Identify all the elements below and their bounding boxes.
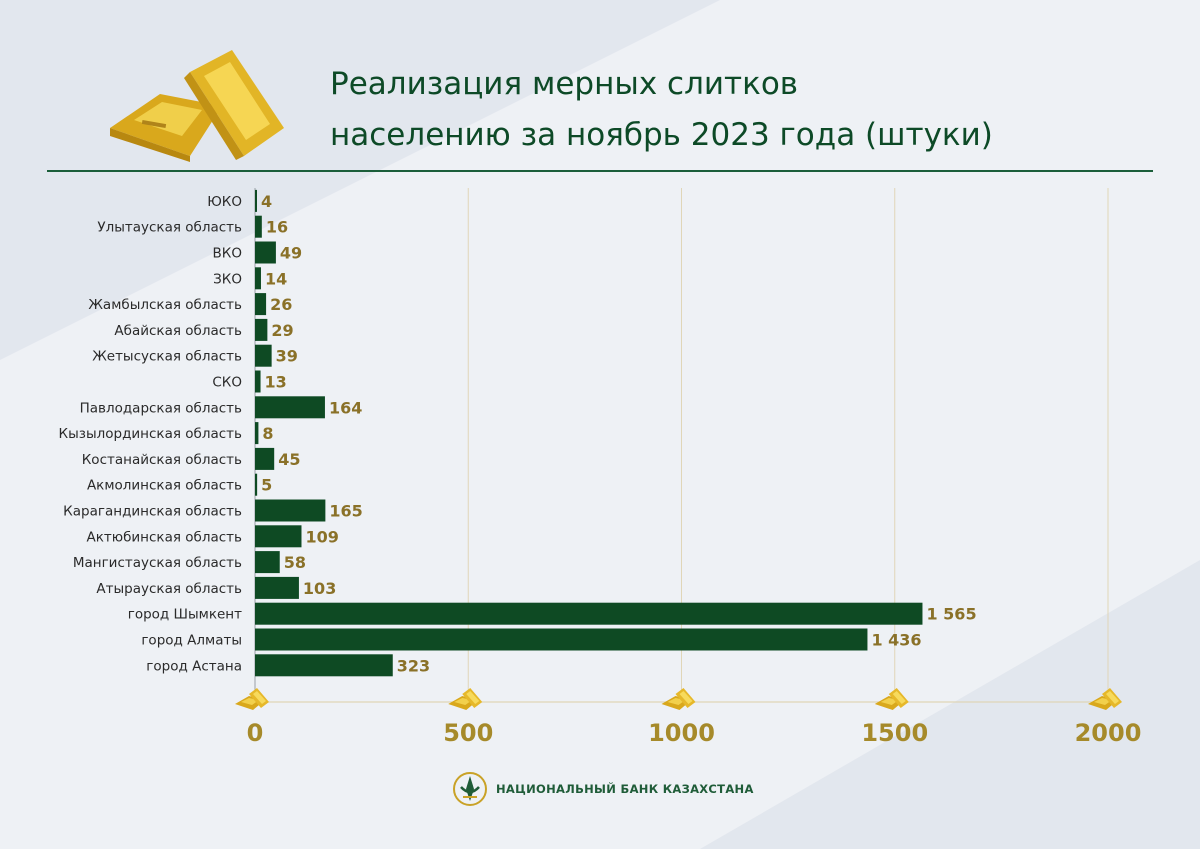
value-label: 8 <box>262 424 273 443</box>
x-tick-label: 0 <box>247 719 264 747</box>
bar <box>255 499 326 522</box>
gold-bar-icon <box>874 688 909 710</box>
gold-bars-icon <box>110 50 284 162</box>
category-label: Абайская область <box>114 323 242 339</box>
value-label: 5 <box>261 476 272 495</box>
footer-bank-name: НАЦИОНАЛЬНЫЙ БАНК КАЗАХСТАНА <box>496 782 754 796</box>
bar <box>255 267 261 290</box>
bar <box>255 551 280 574</box>
x-tick-label: 1000 <box>648 719 715 747</box>
bar <box>255 189 257 212</box>
category-label: Павлодарская область <box>80 400 242 416</box>
gold-bar-icon <box>661 688 696 710</box>
bar <box>255 447 275 470</box>
value-label: 164 <box>329 398 362 417</box>
x-tick-label: 2000 <box>1075 719 1142 747</box>
value-label: 165 <box>329 502 362 521</box>
gold-bar-icon <box>448 688 483 710</box>
bar <box>255 370 261 393</box>
category-label: город Шымкент <box>128 607 242 623</box>
value-label: 58 <box>284 553 306 572</box>
bar <box>255 344 272 367</box>
category-label: Жамбылская область <box>88 297 242 313</box>
category-label: город Астана <box>146 658 242 674</box>
value-label: 1 565 <box>926 605 976 624</box>
value-label: 26 <box>270 295 292 314</box>
value-label: 1 436 <box>871 631 921 650</box>
title-line-2: населению за ноябрь 2023 года (штуки) <box>330 117 993 153</box>
category-label: Акмолинская область <box>87 478 242 494</box>
category-label: СКО <box>212 375 242 391</box>
value-label: 45 <box>278 450 300 469</box>
value-label: 16 <box>266 218 288 237</box>
bar <box>255 525 302 548</box>
bar <box>255 318 268 341</box>
bar <box>255 602 923 625</box>
value-label: 29 <box>271 321 293 340</box>
title-line-1: Реализация мерных слитков <box>330 66 799 102</box>
category-label: Карагандинская область <box>63 504 242 520</box>
value-label: 4 <box>261 192 272 211</box>
bar <box>255 576 299 599</box>
value-label: 103 <box>303 579 336 598</box>
bar <box>255 215 262 238</box>
bar <box>255 473 258 496</box>
bar <box>255 293 267 316</box>
category-label: Улытауская область <box>97 220 242 236</box>
category-label: город Алматы <box>141 633 242 649</box>
category-label: Актюбинская область <box>86 529 242 545</box>
bar <box>255 396 325 419</box>
category-label: Мангистауская область <box>73 555 242 571</box>
value-label: 109 <box>305 527 338 546</box>
category-label: Атырауская область <box>96 581 242 597</box>
bar <box>255 422 259 445</box>
category-label: Костанайская область <box>82 452 242 468</box>
gold-bar-icon <box>1088 688 1122 710</box>
category-label: Кызылординская область <box>59 426 243 442</box>
bar <box>255 628 868 651</box>
category-label: Жетысуская область <box>92 349 242 365</box>
category-label: ЗКО <box>213 271 242 287</box>
gold-bar-icon <box>235 688 269 710</box>
x-tick-label: 500 <box>443 719 493 747</box>
x-tick-label: 1500 <box>861 719 928 747</box>
value-label: 49 <box>280 244 302 263</box>
footer: НАЦИОНАЛЬНЫЙ БАНК КАЗАХСТАНА <box>452 770 754 808</box>
value-label: 13 <box>265 373 287 392</box>
value-label: 323 <box>397 656 430 675</box>
title-divider <box>47 170 1153 172</box>
value-label: 39 <box>276 347 298 366</box>
category-label: ВКО <box>213 246 242 262</box>
bar <box>255 241 276 264</box>
category-label: ЮКО <box>207 194 242 210</box>
value-label: 14 <box>265 269 287 288</box>
bank-emblem-icon <box>453 772 487 806</box>
bar <box>255 654 393 677</box>
